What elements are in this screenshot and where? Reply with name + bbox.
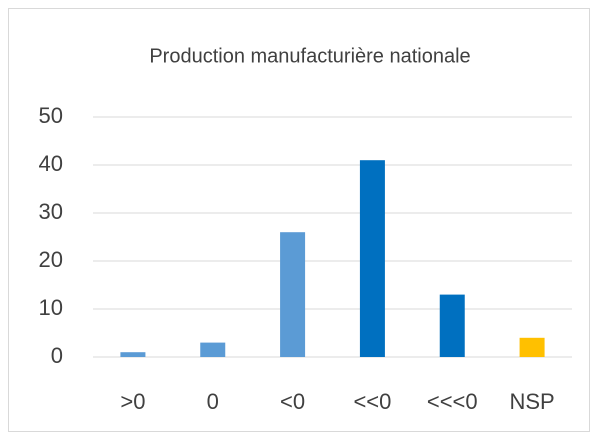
y-tick-label: 20	[39, 247, 63, 272]
y-tick-label: 50	[39, 103, 63, 128]
bar	[519, 337, 545, 357]
y-tick-label: 10	[39, 295, 63, 320]
chart-title: Production manufacturière nationale	[149, 45, 470, 67]
bar	[280, 232, 306, 357]
bar	[359, 160, 385, 357]
x-tick-label: >0	[120, 389, 145, 414]
y-tick-label: 30	[39, 199, 63, 224]
x-tick-label: <<0	[353, 389, 391, 414]
bar	[439, 294, 465, 357]
y-tick-label: 0	[51, 343, 63, 368]
x-tick-label: 0	[207, 389, 219, 414]
bar	[120, 352, 146, 357]
x-tick-label: NSP	[509, 389, 554, 414]
bar	[200, 342, 226, 357]
x-tick-label: <0	[280, 389, 305, 414]
chart-border	[8, 8, 590, 432]
x-tick-label: <<<0	[427, 389, 478, 414]
y-tick-label: 40	[39, 151, 63, 176]
